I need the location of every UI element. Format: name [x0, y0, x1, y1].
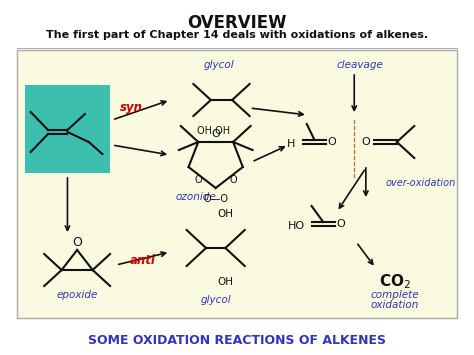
Text: OH OH: OH OH: [197, 126, 230, 136]
Text: oxidation: oxidation: [371, 300, 419, 310]
Text: O: O: [211, 129, 220, 139]
Text: cleavage: cleavage: [337, 60, 383, 70]
Text: syn: syn: [120, 102, 143, 115]
Text: glycol: glycol: [201, 295, 231, 305]
FancyBboxPatch shape: [25, 85, 110, 173]
Text: O: O: [72, 235, 82, 248]
Text: glycol: glycol: [203, 60, 234, 70]
Text: epoxide: epoxide: [56, 290, 98, 300]
Text: O—O: O—O: [203, 194, 228, 204]
Text: H: H: [287, 139, 295, 149]
Text: complete: complete: [371, 290, 419, 300]
Text: OH: OH: [218, 209, 233, 219]
Text: over-oxidation: over-oxidation: [385, 178, 456, 188]
Text: O: O: [328, 137, 337, 147]
Text: ozonide: ozonide: [176, 192, 217, 202]
Text: OVERVIEW: OVERVIEW: [187, 14, 287, 32]
Text: O: O: [336, 219, 345, 229]
Text: anti: anti: [130, 253, 156, 267]
Text: O: O: [362, 137, 370, 147]
Text: O: O: [229, 175, 237, 185]
Text: OH: OH: [218, 277, 233, 287]
Text: CO$_2$: CO$_2$: [379, 272, 411, 291]
Text: HO: HO: [288, 221, 305, 231]
Text: SOME OXIDATION REACTIONS OF ALKENES: SOME OXIDATION REACTIONS OF ALKENES: [88, 334, 386, 347]
Text: The first part of Chapter 14 deals with oxidations of alkenes.: The first part of Chapter 14 deals with …: [46, 30, 428, 40]
Text: O: O: [194, 175, 202, 185]
FancyBboxPatch shape: [17, 50, 457, 318]
